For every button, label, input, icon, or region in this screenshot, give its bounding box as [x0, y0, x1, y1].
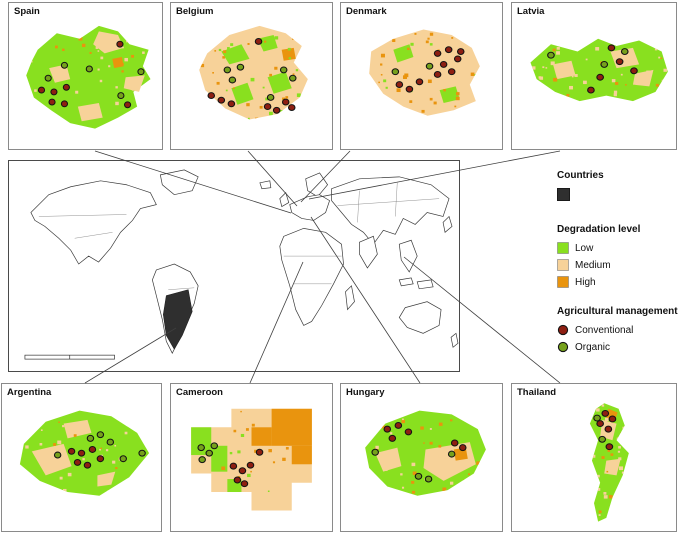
legend-item-low-label: Low — [575, 242, 594, 254]
map-hungary — [365, 410, 486, 496]
legend-item-medium: Medium — [557, 259, 683, 271]
medium-swatch — [557, 259, 569, 271]
legend-item-medium-label: Medium — [575, 259, 611, 271]
legend-item-high: High — [557, 276, 683, 288]
panel-latvia: Latvia — [511, 2, 677, 150]
australia — [398, 301, 442, 334]
panel-title-thailand: Thailand — [517, 387, 557, 398]
new-zealand — [450, 332, 459, 348]
legend-countries: Countries — [557, 170, 683, 206]
panel-belgium: Belgium — [170, 2, 333, 150]
world-map — [8, 160, 460, 372]
panel-argentina: Argentina — [1, 383, 162, 532]
japan — [442, 215, 453, 233]
asia — [331, 176, 450, 245]
sampling-points-denmark — [391, 46, 465, 93]
panel-title-spain: Spain — [14, 6, 40, 17]
sampling-points-cameroon — [197, 442, 264, 488]
madagascar — [345, 285, 355, 311]
legend-item-low: Low — [557, 242, 683, 254]
legend-degradation-title: Degradation level — [557, 224, 641, 235]
degradation-patches — [375, 442, 476, 481]
map-denmark — [369, 29, 480, 116]
scandinavia — [305, 172, 329, 198]
legend-item-organic-label: Organic — [575, 341, 611, 353]
organic-swatch — [557, 341, 569, 353]
panel-hungary: Hungary — [340, 383, 503, 532]
europe — [289, 194, 330, 221]
panel-cameroon: Cameroon — [170, 383, 333, 532]
sampling-points-latvia — [547, 44, 638, 94]
panel-spain: Spain — [8, 2, 163, 150]
united-kingdom — [279, 192, 290, 208]
panel-title-denmark: Denmark — [346, 6, 387, 17]
continents — [30, 169, 459, 354]
panel-title-cameroon: Cameroon — [176, 387, 223, 398]
map-latvia — [530, 38, 668, 102]
legend-item-organic: Organic — [557, 341, 683, 353]
degradation-patches — [221, 35, 296, 105]
sampling-points-argentina — [53, 431, 146, 469]
countries-swatch — [557, 188, 570, 201]
sampling-points-thailand — [593, 409, 617, 451]
panel-title-hungary: Hungary — [346, 387, 385, 398]
degradation-patches — [191, 408, 312, 493]
degradation-patches — [49, 31, 145, 122]
map-belgium — [199, 25, 308, 120]
legend-degradation: Degradation level Low Medium High — [557, 224, 683, 288]
southeast-asia — [398, 239, 418, 273]
legend-management-title: Agricultural management — [557, 306, 678, 317]
panel-thailand: Thailand — [511, 383, 677, 532]
conventional-swatch — [557, 324, 569, 336]
africa — [279, 227, 344, 326]
india — [359, 235, 378, 269]
low-swatch — [557, 242, 569, 254]
indonesia-east — [416, 279, 434, 290]
panel-title-argentina: Argentina — [7, 387, 52, 398]
world-map-svg — [24, 169, 459, 360]
degradation-patches — [553, 47, 654, 87]
indonesia — [398, 277, 414, 287]
sampling-points-belgium — [207, 38, 297, 114]
panel-denmark: Denmark — [340, 2, 503, 150]
sampling-points-hungary — [371, 421, 467, 483]
map-cameroon — [191, 408, 312, 511]
sampling-points-spain — [37, 40, 145, 109]
greenland — [159, 169, 199, 196]
north-america — [30, 180, 157, 265]
map-thailand — [589, 403, 629, 522]
iceland — [259, 180, 272, 190]
panel-title-belgium: Belgium — [176, 6, 214, 17]
panel-title-latvia: Latvia — [517, 6, 545, 17]
legend: Countries Degradation level Low Medium H… — [557, 170, 683, 371]
legend-item-conventional-label: Conventional — [575, 324, 634, 336]
legend-item-conventional: Conventional — [557, 324, 683, 336]
legend-item-high-label: High — [575, 276, 596, 288]
map-spain — [26, 25, 151, 129]
legend-countries-title: Countries — [557, 170, 604, 181]
scale-bar — [24, 354, 115, 360]
high-swatch — [557, 276, 569, 288]
legend-management: Agricultural management Conventional Org… — [557, 306, 683, 353]
map-argentina — [19, 410, 150, 496]
